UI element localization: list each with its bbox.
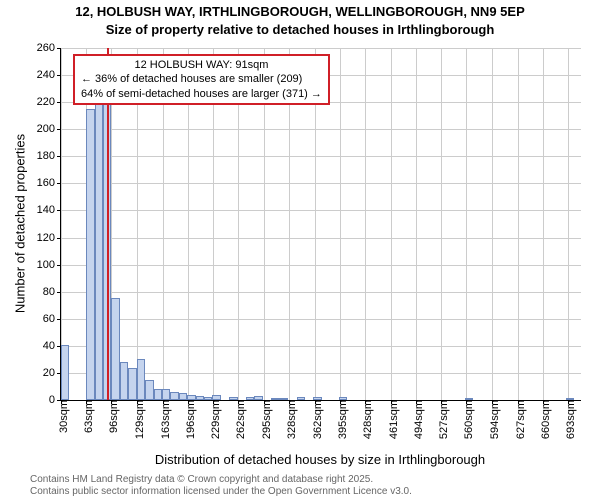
ytick-label: 160 <box>37 177 61 189</box>
histogram-bar <box>162 389 170 400</box>
gridline-v <box>340 48 341 400</box>
annotation-box: 12 HOLBUSH WAY: 91sqm← 36% of detached h… <box>73 54 330 105</box>
histogram-bar <box>339 397 347 400</box>
xtick-label: 494sqm <box>407 400 425 439</box>
xtick-label: 328sqm <box>280 400 298 439</box>
xtick-label: 395sqm <box>331 400 349 439</box>
histogram-bar <box>111 298 119 400</box>
ytick-label: 60 <box>43 313 61 325</box>
gridline-v <box>391 48 392 400</box>
gridline-h <box>61 319 581 320</box>
histogram-bar <box>254 396 262 400</box>
xtick-label: 560sqm <box>457 400 475 439</box>
gridline-v <box>543 48 544 400</box>
histogram-bar <box>280 398 288 400</box>
xtick-label: 594sqm <box>483 400 501 439</box>
gridline-h <box>61 129 581 130</box>
gridline-v <box>441 48 442 400</box>
xtick-label: 96sqm <box>102 400 120 433</box>
xtick-label: 163sqm <box>154 400 172 439</box>
gridline-h <box>61 265 581 266</box>
histogram-bar <box>61 345 69 401</box>
ytick-label: 100 <box>37 259 61 271</box>
histogram-bar <box>179 393 187 400</box>
gridline-v <box>416 48 417 400</box>
histogram-bar <box>95 89 103 400</box>
ytick-label: 200 <box>37 123 61 135</box>
histogram-bar <box>271 398 279 400</box>
xtick-label: 693sqm <box>559 400 577 439</box>
gridline-h <box>61 210 581 211</box>
histogram-bar <box>212 395 220 400</box>
chart-container: 12, HOLBUSH WAY, IRTHLINGBOROUGH, WELLIN… <box>0 0 600 500</box>
chart-title-line1: 12, HOLBUSH WAY, IRTHLINGBOROUGH, WELLIN… <box>0 4 600 19</box>
chart-title-line2: Size of property relative to detached ho… <box>0 22 600 37</box>
gridline-v <box>518 48 519 400</box>
histogram-bar <box>297 397 305 400</box>
gridline-v <box>466 48 467 400</box>
gridline-h <box>61 183 581 184</box>
gridline-h <box>61 238 581 239</box>
ytick-label: 140 <box>37 204 61 216</box>
ytick-label: 20 <box>43 367 61 379</box>
histogram-bar <box>120 362 128 400</box>
xtick-label: 129sqm <box>128 400 146 439</box>
gridline-v <box>492 48 493 400</box>
xtick-label: 660sqm <box>534 400 552 439</box>
xtick-label: 262sqm <box>229 400 247 439</box>
plot-area: 02040608010012014016018020022024026030sq… <box>60 48 581 401</box>
ytick-label: 80 <box>43 286 61 298</box>
histogram-bar <box>187 395 195 400</box>
annotation-line1: 12 HOLBUSH WAY: 91sqm <box>81 58 322 72</box>
histogram-bar <box>86 109 94 400</box>
histogram-bar <box>204 397 212 400</box>
xtick-label: 229sqm <box>204 400 222 439</box>
y-axis-label: Number of detached properties <box>13 48 28 400</box>
xtick-label: 428sqm <box>356 400 374 439</box>
ytick-label: 180 <box>37 150 61 162</box>
histogram-bar <box>246 397 254 400</box>
histogram-bar <box>128 368 136 400</box>
x-axis-label: Distribution of detached houses by size … <box>60 452 580 467</box>
xtick-label: 627sqm <box>509 400 527 439</box>
annotation-line2: ← 36% of detached houses are smaller (20… <box>81 72 322 86</box>
gridline-h <box>61 156 581 157</box>
gridline-h <box>61 346 581 347</box>
xtick-label: 461sqm <box>382 400 400 439</box>
ytick-label: 40 <box>43 340 61 352</box>
histogram-bar <box>145 380 153 400</box>
xtick-label: 295sqm <box>255 400 273 439</box>
histogram-bar <box>229 397 237 400</box>
ytick-label: 220 <box>37 96 61 108</box>
xtick-label: 527sqm <box>432 400 450 439</box>
ytick-label: 120 <box>37 232 61 244</box>
xtick-label: 63sqm <box>77 400 95 433</box>
histogram-bar <box>313 397 321 400</box>
gridline-h <box>61 48 581 49</box>
histogram-bar <box>170 392 178 400</box>
xtick-label: 30sqm <box>52 400 70 433</box>
xtick-label: 196sqm <box>179 400 197 439</box>
footer-line2: Contains public sector information licen… <box>30 486 412 498</box>
xtick-label: 362sqm <box>306 400 324 439</box>
annotation-line3: 64% of semi-detached houses are larger (… <box>81 87 322 101</box>
gridline-v <box>365 48 366 400</box>
gridline-h <box>61 292 581 293</box>
ytick-label: 240 <box>37 69 61 81</box>
histogram-bar <box>137 359 145 400</box>
histogram-bar <box>465 398 473 400</box>
footer-line1: Contains HM Land Registry data © Crown c… <box>30 474 373 486</box>
histogram-bar <box>154 389 162 400</box>
histogram-bar <box>196 396 204 400</box>
gridline-v <box>568 48 569 400</box>
ytick-label: 260 <box>37 42 61 54</box>
histogram-bar <box>566 398 574 400</box>
